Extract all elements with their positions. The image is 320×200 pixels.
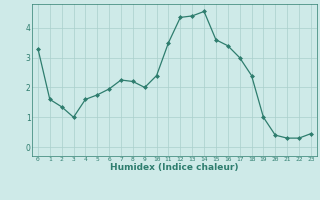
X-axis label: Humidex (Indice chaleur): Humidex (Indice chaleur)	[110, 163, 239, 172]
